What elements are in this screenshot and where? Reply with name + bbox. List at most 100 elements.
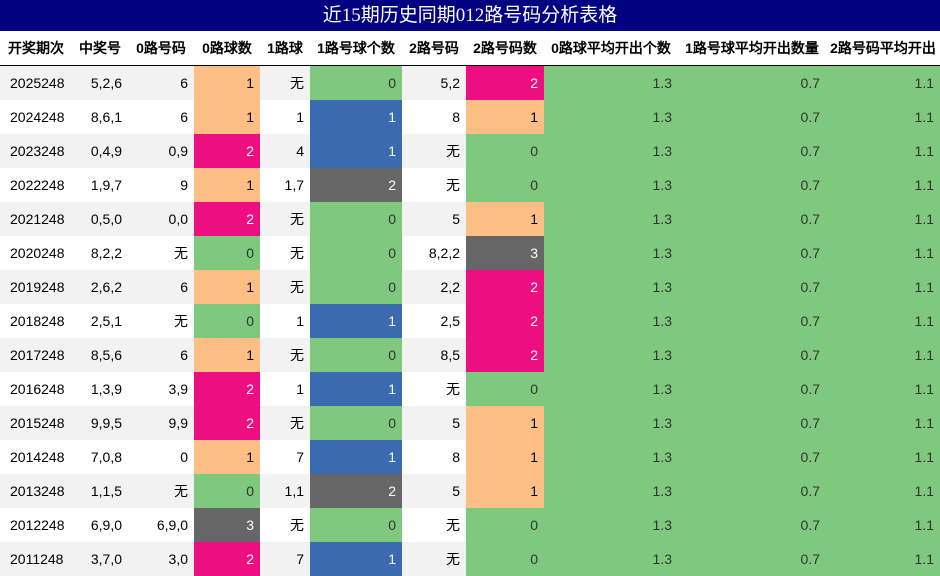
route1-count-cell: 1	[310, 134, 402, 168]
winning-number-cell: 6,9,0	[72, 508, 128, 542]
route0-number-cell: 6	[128, 66, 194, 101]
route0-number-cell: 0,9	[128, 134, 194, 168]
column-header: 2路号码数	[466, 31, 544, 66]
winning-number-cell: 9,9,5	[72, 406, 128, 440]
route2-average-cell: 1.1	[826, 406, 940, 440]
column-header: 1路号球个数	[310, 31, 402, 66]
period-cell: 2023248	[0, 134, 72, 168]
route1-average-cell: 0.7	[678, 440, 826, 474]
route2-number-cell: 无	[402, 134, 466, 168]
route2-count-cell: 3	[466, 236, 544, 270]
period-cell: 2017248	[0, 338, 72, 372]
route0-average-cell: 1.3	[544, 168, 678, 202]
winning-number-cell: 2,6,2	[72, 270, 128, 304]
route0-number-cell: 6	[128, 270, 194, 304]
route2-number-cell: 5	[402, 474, 466, 508]
route1-number-cell: 1,1	[260, 474, 310, 508]
winning-number-cell: 1,3,9	[72, 372, 128, 406]
route0-count-cell: 0	[194, 304, 260, 338]
route0-count-cell: 1	[194, 66, 260, 101]
route0-number-cell: 无	[128, 304, 194, 338]
route1-average-cell: 0.7	[678, 474, 826, 508]
route0-average-cell: 1.3	[544, 542, 678, 576]
route2-average-cell: 1.1	[826, 508, 940, 542]
route2-number-cell: 8,2,2	[402, 236, 466, 270]
route1-number-cell: 7	[260, 542, 310, 576]
route1-count-cell: 1	[310, 440, 402, 474]
period-cell: 2011248	[0, 542, 72, 576]
column-header: 0路号码	[128, 31, 194, 66]
route2-average-cell: 1.1	[826, 134, 940, 168]
period-cell: 2019248	[0, 270, 72, 304]
route1-count-cell: 1	[310, 304, 402, 338]
header-row: 开奖期次 中奖号 0路号码 0路球数 1路球 1路号球个数 2路号码 2路号码数…	[0, 31, 940, 66]
route0-count-cell: 0	[194, 474, 260, 508]
route0-average-cell: 1.3	[544, 236, 678, 270]
route0-average-cell: 1.3	[544, 338, 678, 372]
route1-average-cell: 0.7	[678, 100, 826, 134]
route2-count-cell: 1	[466, 100, 544, 134]
route2-count-cell: 0	[466, 372, 544, 406]
route0-count-cell: 2	[194, 372, 260, 406]
route2-count-cell: 0	[466, 542, 544, 576]
winning-number-cell: 8,2,2	[72, 236, 128, 270]
route1-count-cell: 0	[310, 236, 402, 270]
route0-number-cell: 3,0	[128, 542, 194, 576]
route2-average-cell: 1.1	[826, 270, 940, 304]
period-cell: 2016248	[0, 372, 72, 406]
winning-number-cell: 1,1,5	[72, 474, 128, 508]
route2-count-cell: 2	[466, 270, 544, 304]
route0-average-cell: 1.3	[544, 406, 678, 440]
route1-count-cell: 0	[310, 508, 402, 542]
winning-number-cell: 7,0,8	[72, 440, 128, 474]
route1-number-cell: 无	[260, 66, 310, 101]
route2-count-cell: 0	[466, 508, 544, 542]
winning-number-cell: 0,5,0	[72, 202, 128, 236]
period-cell: 2021248	[0, 202, 72, 236]
route1-number-cell: 4	[260, 134, 310, 168]
route1-average-cell: 0.7	[678, 270, 826, 304]
route2-average-cell: 1.1	[826, 372, 940, 406]
route2-count-cell: 1	[466, 474, 544, 508]
route2-average-cell: 1.1	[826, 236, 940, 270]
route0-number-cell: 9,9	[128, 406, 194, 440]
column-header: 1路球	[260, 31, 310, 66]
route1-number-cell: 1,7	[260, 168, 310, 202]
analysis-table: 开奖期次 中奖号 0路号码 0路球数 1路球 1路号球个数 2路号码 2路号码数…	[0, 31, 940, 576]
route1-count-cell: 0	[310, 66, 402, 101]
route1-number-cell: 1	[260, 304, 310, 338]
route1-average-cell: 0.7	[678, 202, 826, 236]
route0-number-cell: 无	[128, 236, 194, 270]
route1-average-cell: 0.7	[678, 168, 826, 202]
route2-average-cell: 1.1	[826, 168, 940, 202]
winning-number-cell: 0,4,9	[72, 134, 128, 168]
route0-count-cell: 2	[194, 406, 260, 440]
route1-count-cell: 2	[310, 168, 402, 202]
winning-number-cell: 3,7,0	[72, 542, 128, 576]
column-header: 中奖号	[72, 31, 128, 66]
route1-number-cell: 无	[260, 508, 310, 542]
route1-number-cell: 1	[260, 372, 310, 406]
route0-number-cell: 无	[128, 474, 194, 508]
route1-average-cell: 0.7	[678, 508, 826, 542]
route2-count-cell: 1	[466, 202, 544, 236]
route2-number-cell: 8	[402, 100, 466, 134]
period-cell: 2012248	[0, 508, 72, 542]
route2-number-cell: 无	[402, 168, 466, 202]
period-cell: 2024248	[0, 100, 72, 134]
route1-number-cell: 无	[260, 406, 310, 440]
route2-average-cell: 1.1	[826, 202, 940, 236]
route1-number-cell: 1	[260, 100, 310, 134]
route1-count-cell: 1	[310, 372, 402, 406]
route1-average-cell: 0.7	[678, 372, 826, 406]
period-cell: 2015248	[0, 406, 72, 440]
